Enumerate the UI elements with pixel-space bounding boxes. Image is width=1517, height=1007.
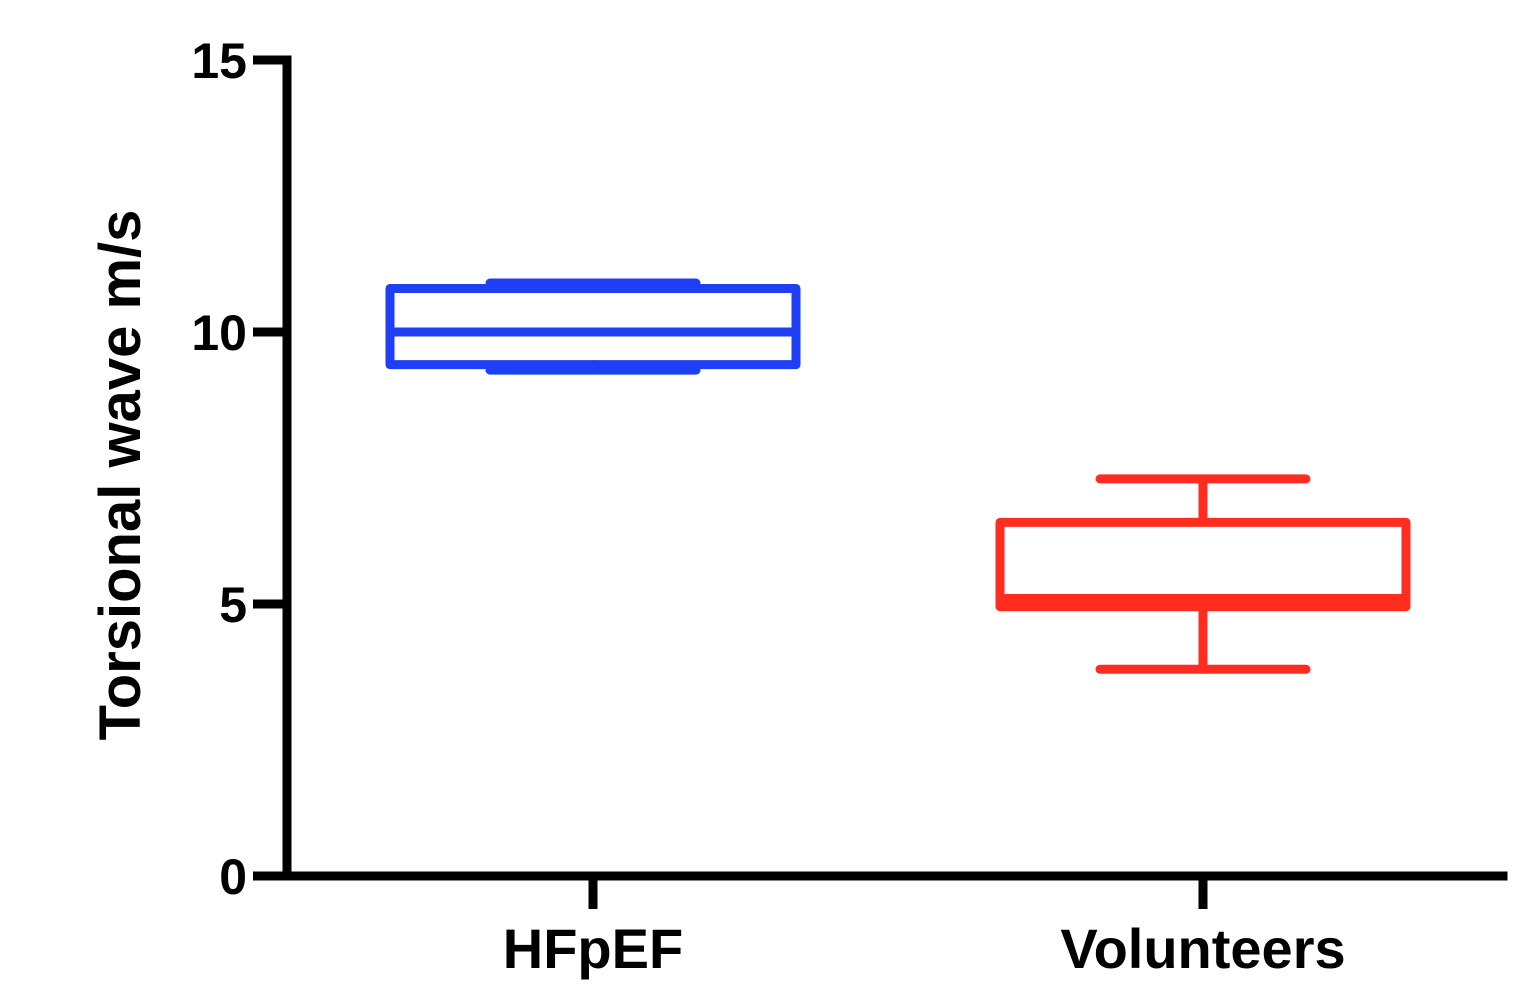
y-axis: 0 5 10 15 [191, 33, 292, 905]
y-tick-label-10: 10 [191, 305, 247, 361]
y-tick-label-15: 15 [191, 33, 247, 89]
box-iqr-hfpef [385, 283, 801, 370]
x-tick-label-volunteers: Volunteers [1060, 917, 1345, 980]
x-axis: HFpEF Volunteers [282, 871, 1508, 980]
box-hfpef [385, 278, 801, 375]
y-tick-label-0: 0 [219, 849, 247, 905]
box-iqr-volunteers [995, 517, 1411, 612]
box-plot-series [385, 278, 1411, 674]
y-tick-label-5: 5 [219, 577, 247, 633]
box-volunteers [995, 474, 1411, 674]
x-tick-label-hfpef: HFpEF [503, 917, 683, 980]
y-axis-title: Torsional wave m/s [88, 210, 153, 741]
